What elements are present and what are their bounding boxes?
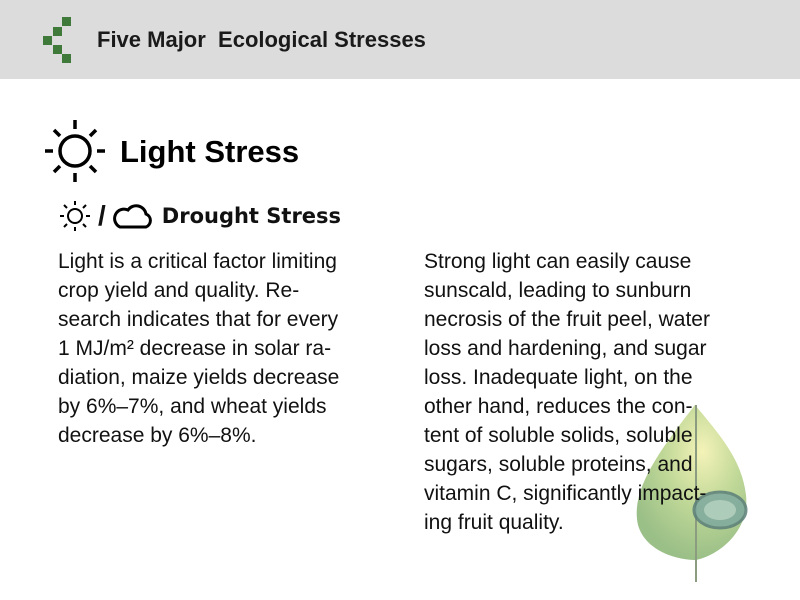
subsection-title: Drought Stress (161, 204, 342, 228)
text-line: loss. Inadequate light, on the (424, 366, 693, 389)
section-title: Light Stress (120, 134, 300, 169)
logo-icon (42, 16, 72, 64)
leaf-illustration (636, 405, 748, 582)
text-line: 1 MJ/m² decrease in solar ra- (58, 337, 332, 360)
text-line: crop yield and quality. Re- (58, 279, 300, 302)
cloud-icon (112, 204, 152, 229)
text-line: sugars, soluble proteins, and (424, 453, 693, 476)
slide-title: Five Major Ecological Stresses (97, 27, 426, 52)
text-line: decrease by 6%–8%. (58, 424, 257, 447)
text-line: loss and hardening, and sugar (424, 337, 707, 360)
text-line: ing fruit quality. (424, 511, 564, 534)
text-line: sunscald, leading to sunburn (424, 279, 692, 302)
left-paragraph: Light is a critical factor limiting crop… (58, 247, 339, 450)
text-line: diation, maize yields decrease (58, 366, 340, 389)
right-paragraph: Strong light can easily cause sunscald, … (424, 247, 710, 537)
text-line: Strong light can easily cause (424, 250, 692, 273)
sun-small-icon (60, 201, 90, 231)
text-line: necrosis of the fruit peel, water (424, 308, 710, 331)
text-line: vitamin C, significantly impact- (424, 482, 707, 505)
subsection-heading: / Drought Stress (58, 198, 341, 234)
text-line: Light is a critical factor limiting (58, 250, 337, 273)
text-line: tent of soluble solids, soluble (424, 424, 693, 447)
text-line: other hand, reduces the con- (424, 395, 693, 418)
header-bar: Five Major Ecological Stresses (0, 0, 800, 79)
separator: / (98, 200, 106, 231)
sun-icon (45, 120, 105, 182)
text-line: search indicates that for every (58, 308, 339, 331)
text-line: by 6%–7%, and wheat yields (58, 395, 327, 418)
